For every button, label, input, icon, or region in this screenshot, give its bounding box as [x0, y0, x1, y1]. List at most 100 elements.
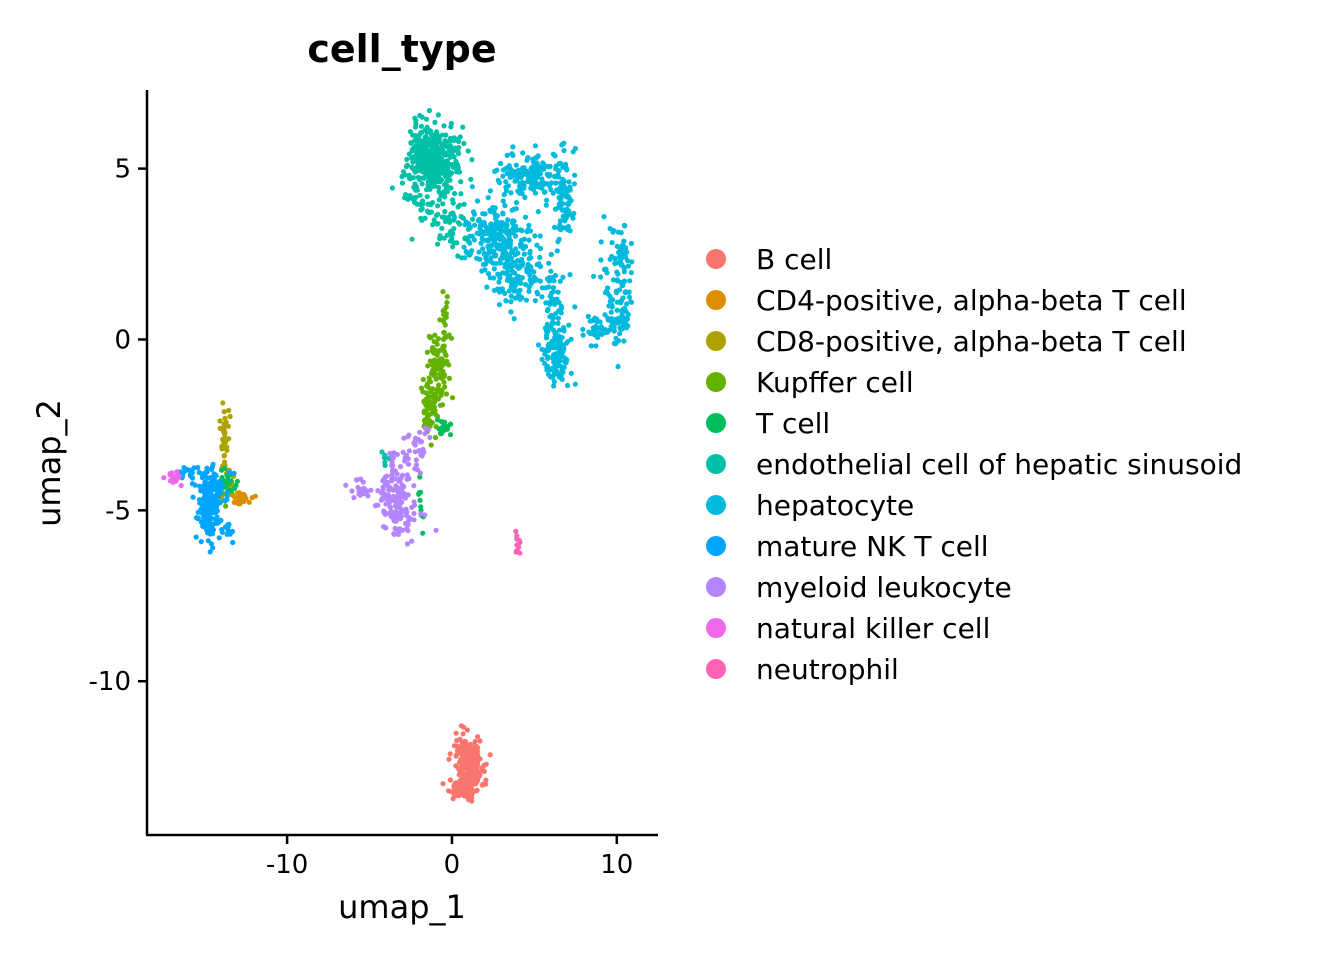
data-point	[457, 221, 463, 227]
data-point	[436, 163, 442, 169]
data-point	[485, 195, 491, 201]
data-point	[464, 774, 470, 781]
data-point	[495, 242, 501, 248]
data-point	[389, 473, 395, 479]
legend-label: endothelial cell of hepatic sinusoid	[756, 448, 1242, 481]
data-point	[430, 222, 436, 228]
data-point	[418, 138, 424, 144]
data-point	[417, 144, 423, 150]
data-point	[426, 107, 432, 114]
data-point	[412, 442, 418, 448]
legend-key	[706, 290, 726, 310]
data-point	[618, 230, 624, 236]
data-point	[193, 534, 199, 540]
data-point	[570, 215, 576, 221]
data-point	[557, 278, 563, 284]
data-point	[571, 181, 578, 187]
data-point	[625, 263, 632, 269]
data-point	[523, 297, 530, 303]
data-point	[219, 527, 225, 533]
data-point	[215, 482, 221, 488]
data-point	[418, 123, 424, 129]
data-point	[216, 535, 222, 541]
data-point	[460, 731, 466, 737]
data-point	[487, 752, 493, 758]
data-point	[390, 494, 396, 500]
data-point	[434, 387, 440, 393]
data-point	[482, 267, 488, 273]
data-point	[390, 469, 396, 475]
data-point	[181, 469, 187, 475]
data-point	[222, 415, 228, 421]
data-point	[484, 225, 490, 231]
data-point	[196, 469, 202, 475]
data-point	[547, 301, 553, 307]
data-point	[530, 156, 536, 162]
data-point	[433, 212, 439, 218]
data-point	[419, 114, 425, 120]
data-point	[378, 497, 384, 503]
data-point	[568, 336, 574, 342]
data-point	[496, 289, 503, 295]
data-point	[192, 482, 198, 488]
data-point	[539, 285, 546, 291]
data-point	[513, 200, 520, 206]
data-point	[503, 165, 510, 171]
data-point	[556, 327, 563, 333]
legend-label: CD4-positive, alpha-beta T cell	[756, 284, 1187, 317]
data-point	[503, 298, 509, 304]
data-point	[405, 492, 411, 498]
data-point	[214, 514, 220, 520]
data-point	[537, 263, 544, 270]
legend-key	[706, 331, 726, 351]
data-point	[431, 217, 437, 223]
data-point	[494, 213, 500, 219]
data-point	[450, 146, 456, 152]
data-point	[498, 160, 504, 167]
data-point	[431, 357, 438, 363]
data-point	[446, 143, 452, 149]
data-point	[384, 479, 390, 485]
data-point	[466, 743, 472, 749]
data-point	[200, 488, 206, 494]
data-point	[622, 289, 628, 295]
data-point	[429, 149, 435, 155]
data-point	[461, 140, 467, 147]
data-point	[441, 330, 447, 336]
data-point	[207, 524, 214, 530]
data-point	[380, 484, 386, 490]
data-point	[491, 266, 497, 272]
data-point	[448, 124, 454, 130]
data-point	[417, 192, 423, 198]
data-point	[425, 363, 431, 369]
data-point	[469, 157, 475, 163]
data-point	[550, 355, 556, 361]
series-points	[379, 107, 476, 468]
data-point	[494, 219, 500, 225]
data-point	[201, 471, 207, 477]
data-point	[447, 172, 453, 178]
data-point	[563, 186, 569, 192]
data-point	[512, 252, 519, 258]
data-point	[217, 418, 223, 424]
data-point	[500, 250, 506, 257]
data-point	[537, 233, 543, 239]
data-point	[413, 457, 419, 463]
data-point	[383, 525, 389, 531]
data-point	[504, 277, 510, 283]
data-point	[626, 289, 632, 295]
data-point	[593, 343, 599, 349]
data-point	[527, 272, 533, 278]
data-point	[628, 270, 635, 276]
data-point	[425, 137, 431, 143]
data-point	[550, 190, 556, 196]
data-point	[628, 299, 635, 305]
data-point	[558, 310, 564, 316]
data-point	[562, 212, 568, 218]
data-point	[552, 153, 558, 159]
data-point	[207, 549, 213, 555]
data-point	[419, 206, 425, 212]
data-point	[426, 375, 432, 381]
series-points	[440, 723, 493, 804]
legend-key	[706, 249, 726, 269]
